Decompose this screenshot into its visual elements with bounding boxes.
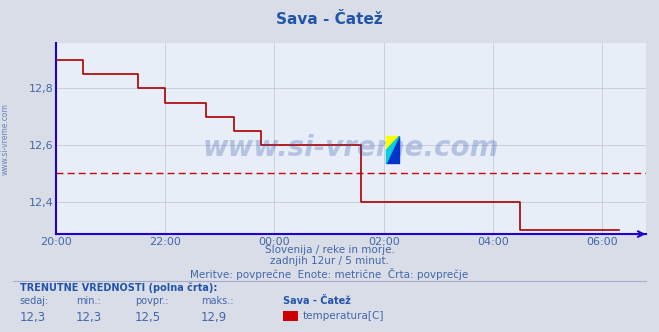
Text: min.:: min.:	[76, 296, 101, 306]
Text: sedaj:: sedaj:	[20, 296, 49, 306]
Polygon shape	[386, 136, 399, 163]
Text: Meritve: povprečne  Enote: metrične  Črta: povprečje: Meritve: povprečne Enote: metrične Črta:…	[190, 268, 469, 280]
Text: zadnjih 12ur / 5 minut.: zadnjih 12ur / 5 minut.	[270, 256, 389, 266]
Text: Slovenija / reke in morje.: Slovenija / reke in morje.	[264, 245, 395, 255]
Polygon shape	[386, 136, 399, 163]
Text: maks.:: maks.:	[201, 296, 233, 306]
Text: temperatura[C]: temperatura[C]	[303, 311, 385, 321]
Text: TRENUTNE VREDNOSTI (polna črta):: TRENUTNE VREDNOSTI (polna črta):	[20, 283, 217, 293]
Text: Sava - Čatež: Sava - Čatež	[276, 12, 383, 27]
Text: www.si-vreme.com: www.si-vreme.com	[1, 104, 10, 175]
Text: 12,5: 12,5	[135, 311, 161, 324]
Text: Sava - Čatež: Sava - Čatež	[283, 296, 351, 306]
Polygon shape	[386, 136, 399, 150]
Text: www.si-vreme.com: www.si-vreme.com	[203, 134, 499, 162]
Text: 12,3: 12,3	[20, 311, 46, 324]
Text: 12,9: 12,9	[201, 311, 227, 324]
Text: povpr.:: povpr.:	[135, 296, 169, 306]
Text: 12,3: 12,3	[76, 311, 102, 324]
